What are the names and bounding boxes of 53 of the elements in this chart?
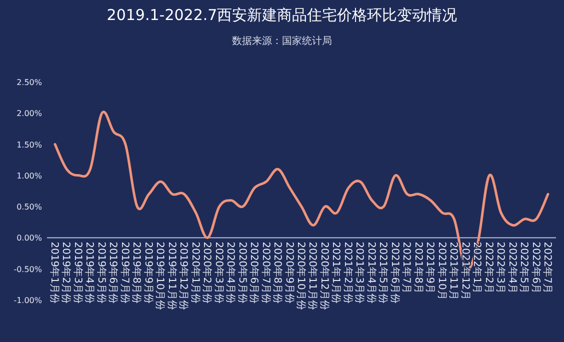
x-tick-label: 2020年10月份 bbox=[295, 242, 307, 310]
x-tick-label: 2019年1月份 bbox=[48, 242, 60, 304]
y-tick-label: 2.50% bbox=[16, 78, 42, 87]
y-tick-label: -0.50% bbox=[14, 264, 42, 274]
x-tick-label: 2019年10月份 bbox=[154, 242, 166, 310]
x-tick-label: 2020年8月份 bbox=[272, 242, 284, 304]
x-tick-label: 2022年5月 bbox=[518, 242, 530, 294]
x-tick-label: 2019年9月份 bbox=[142, 242, 154, 304]
x-tick-label: 2022年3月 bbox=[494, 242, 507, 294]
y-tick-label: 2.00% bbox=[16, 109, 42, 118]
x-tick-label: 2022年4月 bbox=[506, 242, 518, 294]
source-note: 数据来源：国家统计局 bbox=[232, 35, 332, 47]
x-tick-label: 2019年5月份 bbox=[95, 242, 108, 304]
x-tick-label: 2020年3月份 bbox=[212, 242, 225, 304]
x-tick-label: 2022年7月 bbox=[542, 242, 554, 294]
x-tick-label: 2022年6月 bbox=[530, 242, 542, 294]
x-tick-label: 2020年4月份 bbox=[224, 242, 237, 304]
x-tick-label: 2021年11月 bbox=[448, 242, 460, 300]
x-tick-label: 2021年1月份 bbox=[330, 242, 342, 304]
x-tick-label: 2021年4月份 bbox=[365, 242, 378, 304]
y-tick-label: -1.00% bbox=[14, 296, 42, 305]
x-tick-label: 2020年7月份 bbox=[260, 242, 272, 304]
x-tick-label: 2019年11月份 bbox=[166, 242, 178, 310]
y-tick-label: 1.00% bbox=[16, 171, 42, 180]
x-tick-label: 2022年2月 bbox=[482, 242, 495, 294]
x-tick-label: 2021年7月 bbox=[400, 242, 413, 294]
x-tick-label: 2019年3月份 bbox=[72, 242, 84, 304]
x-tick-label: 2019年4月份 bbox=[84, 242, 96, 304]
x-tick-label: 2021年12月 bbox=[459, 242, 472, 300]
x-tick-label: 2019年12月份 bbox=[178, 242, 190, 310]
x-tick-label: 2020年12月份 bbox=[318, 242, 330, 310]
y-tick-label: 0.00% bbox=[16, 234, 42, 243]
x-tick-label: 2019年8月份 bbox=[130, 242, 143, 304]
x-tick-label: 2020年6月份 bbox=[248, 242, 260, 304]
x-tick-label: 2020年9月份 bbox=[283, 242, 296, 304]
x-tick-label: 2022年1月 bbox=[471, 242, 484, 294]
x-tick-label: 2019年7月份 bbox=[118, 242, 131, 304]
x-tick-label: 2021年8月 bbox=[412, 242, 424, 294]
x-tick-label: 2020年2月份 bbox=[201, 242, 214, 304]
x-tick-label: 2020年1月份 bbox=[189, 242, 202, 304]
x-tick-label: 2021年9月 bbox=[424, 242, 436, 294]
x-tick-label: 2019年6月份 bbox=[107, 242, 120, 304]
y-tick-label: 1.50% bbox=[16, 140, 42, 150]
chart-title: 2019.1-2022.7西安新建商品住宅价格环比变动情况 bbox=[106, 6, 458, 24]
x-tick-label: 2020年11月份 bbox=[306, 242, 319, 310]
x-tick-label: 2019年2月份 bbox=[60, 242, 72, 304]
x-tick-label: 2021年3月份 bbox=[354, 242, 366, 304]
y-tick-label: 0.50% bbox=[16, 202, 42, 212]
x-tick-label: 2021年10月 bbox=[436, 242, 448, 300]
x-tick-label: 2020年5月份 bbox=[236, 242, 248, 304]
x-tick-label: 2021年6月份 bbox=[388, 242, 401, 304]
x-tick-label: 2021年2月份 bbox=[342, 242, 354, 304]
x-tick-label: 2021年5月份 bbox=[377, 242, 390, 304]
